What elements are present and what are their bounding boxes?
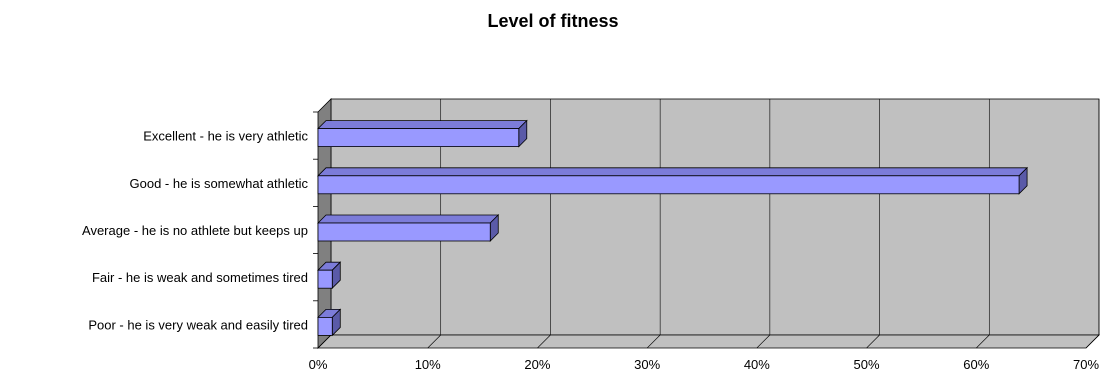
floor-gridline	[646, 334, 661, 349]
x-tick-label: 30%	[634, 357, 660, 372]
plot-floor	[317, 334, 1100, 349]
floor-gridline	[537, 334, 551, 349]
bar	[317, 119, 528, 148]
category-label: Fair - he is weak and sometimes tired	[92, 270, 308, 285]
floor-gridline	[866, 334, 880, 349]
x-tick-label: 20%	[524, 357, 550, 372]
bar-front	[317, 222, 491, 242]
floor-gridline	[427, 334, 441, 349]
x-tick-label: 50%	[854, 357, 880, 372]
x-tick-label: 40%	[744, 357, 770, 372]
bar	[317, 166, 1029, 195]
category-label: Average - he is no athlete but keeps up	[82, 223, 308, 238]
x-tick-label: 70%	[1073, 357, 1099, 372]
floor-gridline	[756, 334, 771, 349]
bar	[317, 261, 342, 290]
bar-front	[317, 128, 520, 148]
category-labels: Excellent - he is very athletic Good - he…	[82, 129, 308, 333]
floor-gridline	[1085, 334, 1100, 349]
chart-title: Level of fitness	[487, 11, 618, 31]
bar-top	[317, 167, 1029, 177]
bar-top	[317, 214, 500, 224]
category-label: Poor - he is very weak and easily tired	[88, 317, 308, 332]
bar	[317, 308, 342, 337]
x-tick-label: 10%	[415, 357, 441, 372]
category-label: Excellent - he is very athletic	[143, 129, 308, 144]
bar-top	[317, 120, 528, 130]
bar-front	[317, 316, 333, 336]
x-tick-labels: 0% 10% 20% 30% 40% 50% 60% 70%	[309, 357, 1100, 372]
floor-gridline	[976, 334, 990, 349]
bars	[317, 119, 1029, 337]
bar-front	[317, 269, 333, 289]
bar	[317, 214, 500, 242]
x-tick-label: 0%	[309, 357, 328, 372]
x-tick-label: 60%	[963, 357, 989, 372]
category-label: Good - he is somewhat athletic	[130, 176, 309, 191]
bar-front	[317, 175, 1020, 195]
floor-gridline	[317, 334, 332, 349]
